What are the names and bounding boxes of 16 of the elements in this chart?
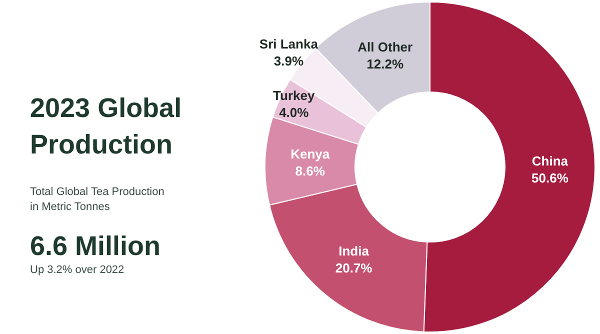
- slice-label: Turkey: [273, 88, 316, 103]
- slice-label: All Other: [358, 40, 413, 55]
- slice-label: China: [532, 153, 569, 168]
- data-label: 50.6%: [532, 170, 569, 186]
- data-label: 4.0%: [279, 104, 310, 120]
- data-label: 12.2%: [366, 56, 404, 72]
- data-label: 8.6%: [295, 163, 326, 178]
- text: Up 3.2% over 2022: [30, 264, 124, 276]
- text: 6.6 Million: [30, 231, 161, 261]
- data-label: 3.9%: [274, 53, 304, 68]
- slice-label: Sri Lanka: [259, 36, 319, 52]
- slice-label: Kenya: [290, 146, 330, 162]
- data-label: 20.7%: [335, 260, 373, 276]
- slice-label: India: [338, 244, 370, 259]
- text: Total Global Tea Production in Metric Tonnes: [30, 186, 164, 213]
- text: 2023 Global Production: [30, 93, 182, 160]
